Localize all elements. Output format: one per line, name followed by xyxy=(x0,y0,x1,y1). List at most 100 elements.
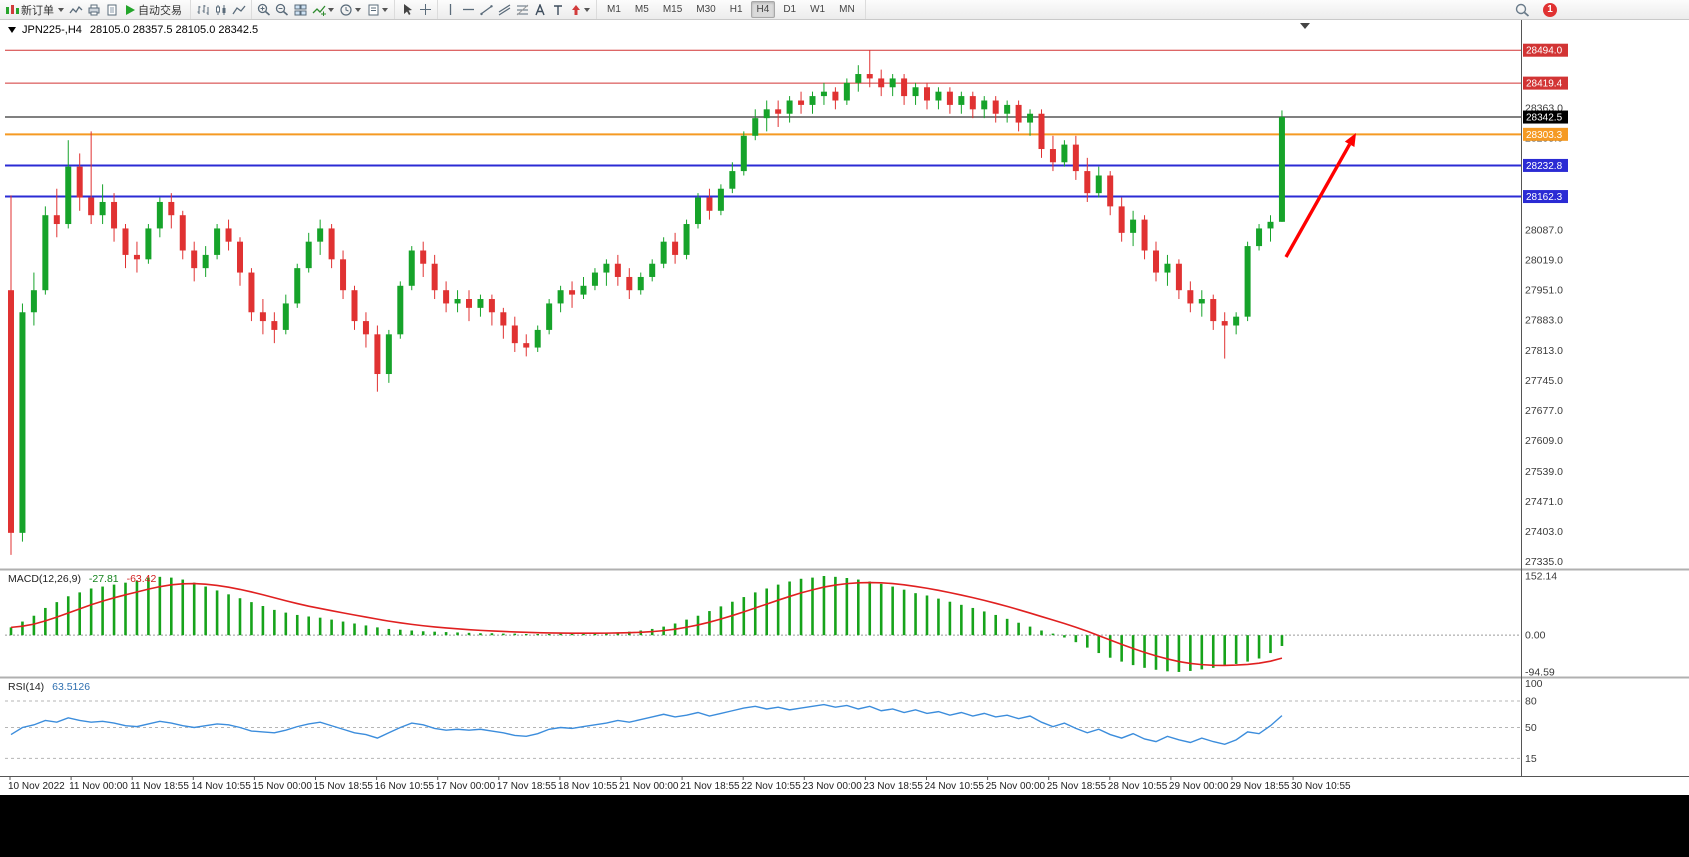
print-preview-button[interactable] xyxy=(103,2,121,18)
svg-text:28232.8: 28232.8 xyxy=(1526,161,1563,172)
toolbar: 新订单 自动交易 xyxy=(0,0,1689,20)
svg-text:27403.0: 27403.0 xyxy=(1525,526,1563,538)
macd-panel-label: MACD(12,26,9) -27.81 -63.42 xyxy=(8,573,156,585)
svg-text:27335.0: 27335.0 xyxy=(1525,556,1563,568)
time-axis[interactable]: 10 Nov 2022 11 Nov 00:00 11 Nov 18:55 14 No… xyxy=(8,777,1351,792)
price-axis[interactable]: 28363.028295.028087.028019.027951.027883… xyxy=(1525,103,1563,569)
timeframe-button-m15[interactable]: M15 xyxy=(662,4,683,15)
svg-text:15 Nov 18:55: 15 Nov 18:55 xyxy=(314,781,374,792)
line-chart-button[interactable] xyxy=(230,2,248,18)
autotrading-play-icon xyxy=(126,4,135,15)
timeframe-button-w1[interactable]: W1 xyxy=(810,4,826,15)
rsi-value: 63.5126 xyxy=(52,681,91,693)
bar-chart-button[interactable] xyxy=(194,2,212,18)
indicators-icon xyxy=(312,5,326,16)
templates-button[interactable] xyxy=(364,2,391,18)
cursor-button[interactable] xyxy=(398,2,416,18)
horizontal-line-button[interactable] xyxy=(459,2,477,18)
tick-chart-icon xyxy=(69,5,83,13)
vertical-line-icon xyxy=(449,4,451,15)
crosshair-button[interactable] xyxy=(416,2,434,18)
toolbar-group-cursor xyxy=(395,0,438,19)
svg-text:-94.59: -94.59 xyxy=(1525,666,1555,678)
new-order-icon xyxy=(6,4,19,14)
svg-text:27951.0: 27951.0 xyxy=(1525,284,1563,296)
zoom-in-button[interactable] xyxy=(255,2,273,18)
chart-title-overlay: JPN225-,H4 28105.0 28357.5 28105.0 28342… xyxy=(8,24,258,36)
new-order-button[interactable]: 新订单 xyxy=(3,2,67,18)
svg-text:17 Nov 18:55: 17 Nov 18:55 xyxy=(497,781,557,792)
ohlc-label: 28105.0 28357.5 28105.0 28342.5 xyxy=(89,24,259,36)
svg-text:23 Nov 00:00: 23 Nov 00:00 xyxy=(802,781,862,792)
svg-text:11 Nov 00:00: 11 Nov 00:00 xyxy=(69,781,128,792)
timeframe-button-h1[interactable]: H1 xyxy=(729,4,743,15)
cursor-arrow-icon xyxy=(404,4,412,15)
search-icon xyxy=(1515,3,1529,17)
print-preview-icon xyxy=(107,4,117,15)
timeframe-button-m1[interactable]: M1 xyxy=(607,4,621,15)
svg-text:25 Nov 18:55: 25 Nov 18:55 xyxy=(1047,781,1107,792)
svg-text:30 Nov 10:55: 30 Nov 10:55 xyxy=(1291,781,1351,792)
periods-button[interactable] xyxy=(337,2,364,18)
tile-windows-button[interactable] xyxy=(291,2,309,18)
chevron-down-icon xyxy=(355,7,361,12)
svg-text:28 Nov 10:55: 28 Nov 10:55 xyxy=(1108,781,1168,792)
hlines-layer[interactable] xyxy=(5,49,1521,198)
candlestick-chart-button[interactable] xyxy=(212,2,230,18)
candles-layer xyxy=(8,50,1285,555)
text-label-button[interactable] xyxy=(549,2,567,18)
panel-borders xyxy=(0,20,1689,777)
print-icon xyxy=(88,4,100,15)
svg-text:28494.0: 28494.0 xyxy=(1526,46,1563,57)
svg-text:28019.0: 28019.0 xyxy=(1525,254,1563,266)
autotrading-button[interactable]: 自动交易 xyxy=(121,2,187,18)
tile-windows-icon xyxy=(294,4,306,15)
chart-canvas[interactable]: 28363.028295.028087.028019.027951.027883… xyxy=(0,19,1689,795)
svg-text:14 Nov 10:55: 14 Nov 10:55 xyxy=(191,781,251,792)
macd-panel: 152.14 0.00 -94.59 xyxy=(5,571,1557,678)
svg-text:28087.0: 28087.0 xyxy=(1525,224,1563,236)
chart-shift-marker[interactable] xyxy=(1300,23,1310,29)
svg-text:21 Nov 18:55: 21 Nov 18:55 xyxy=(680,781,740,792)
search-button[interactable] xyxy=(1513,2,1531,18)
notification-badge[interactable]: 1 xyxy=(1543,2,1557,17)
svg-text:29 Nov 00:00: 29 Nov 00:00 xyxy=(1169,781,1229,792)
arrows-button[interactable] xyxy=(567,2,593,18)
print-button[interactable] xyxy=(85,2,103,18)
crosshair-icon xyxy=(419,4,431,15)
svg-text:17 Nov 00:00: 17 Nov 00:00 xyxy=(436,781,496,792)
svg-text:27813.0: 27813.0 xyxy=(1525,345,1563,357)
trendline-button[interactable] xyxy=(477,2,495,18)
channel-button[interactable] xyxy=(495,2,513,18)
bar-chart-icon xyxy=(197,4,209,15)
svg-text:11 Nov 18:55: 11 Nov 18:55 xyxy=(130,781,189,792)
svg-text:80: 80 xyxy=(1525,696,1537,708)
text-button[interactable] xyxy=(531,2,549,18)
timeframe-button-m30[interactable]: M30 xyxy=(696,4,716,15)
one-click-trading-icon[interactable] xyxy=(8,27,16,33)
clock-icon xyxy=(340,3,352,16)
indicators-button[interactable] xyxy=(309,2,337,18)
svg-text:27539.0: 27539.0 xyxy=(1525,466,1563,478)
tick-chart-button[interactable] xyxy=(67,2,85,18)
svg-text:24 Nov 10:55: 24 Nov 10:55 xyxy=(925,781,985,792)
svg-text:15: 15 xyxy=(1525,753,1537,765)
fibonacci-button[interactable] xyxy=(513,2,531,18)
macd-signal-value: -63.42 xyxy=(126,573,157,585)
arrow-annotation[interactable] xyxy=(1284,133,1356,258)
svg-text:28419.4: 28419.4 xyxy=(1526,79,1563,90)
svg-text:100: 100 xyxy=(1525,678,1543,690)
toolbar-group-chart-type xyxy=(191,0,252,19)
zoom-out-button[interactable] xyxy=(273,2,291,18)
timeframe-button-d1[interactable]: D1 xyxy=(783,4,797,15)
symbol-timeframe-label: JPN225-,H4 xyxy=(22,24,82,36)
zoom-out-icon xyxy=(275,3,289,16)
price-tags[interactable]: 28494.0 28419.4 28342.5 28303.3 28232.8 28162… xyxy=(1523,43,1568,204)
horizontal-line-icon xyxy=(462,8,474,11)
timeframe-button-m5[interactable]: M5 xyxy=(634,4,649,15)
timeframe-button-h4[interactable]: H4 xyxy=(750,1,776,18)
vertical-line-button[interactable] xyxy=(441,2,459,18)
toolbar-group-trade: 新订单 自动交易 xyxy=(0,0,191,19)
timeframe-button-mn[interactable]: MN xyxy=(839,4,855,15)
svg-text:152.14: 152.14 xyxy=(1525,571,1557,583)
